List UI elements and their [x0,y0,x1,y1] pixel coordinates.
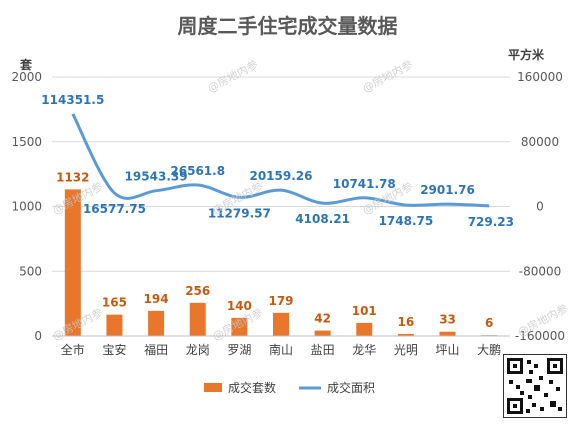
bar [189,302,206,336]
right-axis-tick-label: 80000 [521,135,559,149]
chart-title: 周度二手住宅成交量数据 [177,14,398,38]
bar-data-label: 101 [352,304,377,318]
line-data-label: 10741.78 [333,177,396,191]
right-axis-tick-label: -80000 [519,264,562,278]
line-data-label: 114351.5 [41,93,104,107]
legend-label: 成交套数 [228,380,276,395]
right-axis-tick-label: 0 [536,200,544,214]
bar-data-label: 33 [439,313,456,327]
x-tick-label: 坪山 [436,343,460,357]
x-tick-label: 南山 [269,342,293,357]
qr-code-image [503,354,567,418]
bar [273,312,289,336]
left-axis-tick-label: 1500 [11,135,42,149]
bar-data-label: 140 [227,299,252,313]
left-axis-unit: 套 [20,58,33,72]
right-axis-tick-label: -160000 [515,329,565,343]
x-tick-label: 福田 [144,342,168,357]
bar-data-label: 256 [185,284,210,298]
x-tick-label: 龙华 [352,343,376,357]
x-tick-label: 光明 [394,343,418,357]
x-tick-label: 龙岗 [186,343,210,357]
bar-data-label: 179 [268,294,293,308]
bar-data-label: 1132 [56,170,89,184]
bar-data-label: 42 [314,312,331,326]
bar [356,322,373,336]
line-data-label: 16577.75 [83,202,146,216]
line-data-label: 11279.57 [208,206,271,220]
x-tick-label: 宝安 [102,342,126,357]
bar-data-label: 165 [102,296,127,310]
x-tick-label: 大鹏 [477,343,501,357]
bar-data-label: 194 [144,292,169,306]
x-tick-label: 全市 [61,342,85,357]
line-data-label: 20159.26 [249,169,312,183]
left-axis-tick-label: 1000 [11,200,42,214]
right-axis-unit: 平方米 [508,48,545,62]
bar [397,333,414,336]
bar-data-label: 16 [398,315,415,329]
line-data-label: 4108.21 [295,212,350,226]
legend-swatch-bar [204,383,222,392]
bar [314,330,331,336]
legend-label: 成交面积 [327,380,375,395]
line-data-label: 26561.8 [170,164,225,178]
bar [231,317,248,336]
bar [64,189,81,336]
right-axis-tick-label: 160000 [517,70,563,84]
bar [439,331,456,336]
line-data-label: 729.23 [468,215,514,229]
bar [106,314,123,336]
series-line-area [71,113,490,208]
line-data-label: 1748.75 [379,214,434,228]
x-tick-label: 罗湖 [227,342,251,357]
line-data-label: 2901.76 [420,183,475,197]
bar-data-label: 6 [485,316,493,330]
left-axis-tick-label: 0 [34,329,42,343]
bar [148,310,165,336]
x-tick-label: 盐田 [311,343,335,357]
line-data-label: 19543.39 [125,170,188,184]
left-axis-tick-label: 2000 [11,70,42,84]
left-axis-tick-label: 500 [19,264,42,278]
